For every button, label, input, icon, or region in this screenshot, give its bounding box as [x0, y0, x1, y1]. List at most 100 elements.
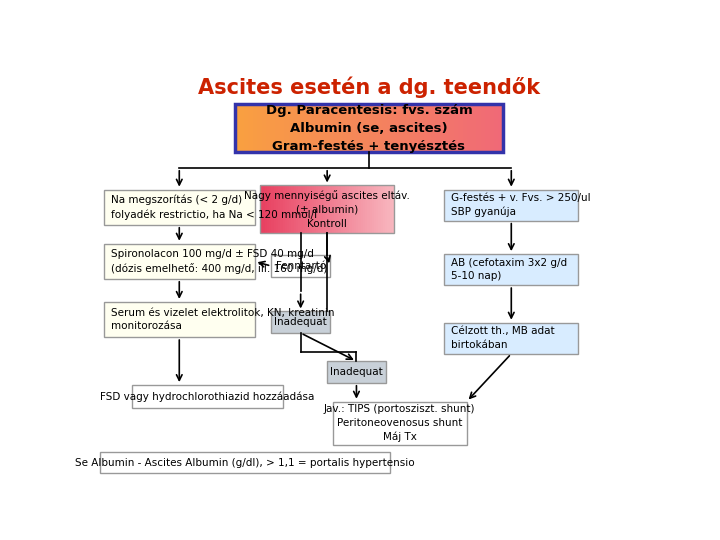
Bar — [100, 453, 390, 473]
Bar — [396, 104, 401, 152]
Bar — [258, 104, 262, 152]
Bar — [298, 185, 301, 233]
Bar — [349, 185, 352, 233]
Bar — [369, 104, 374, 152]
Text: Spironolacon 100 mg/d ± FSD 40 mg/d
(dózis emelhető: 400 mg/d, ill. 160 mg/d): Spironolacon 100 mg/d ± FSD 40 mg/d (dóz… — [111, 249, 327, 274]
Bar — [476, 104, 481, 152]
Bar — [253, 104, 258, 152]
Text: Fenntartó: Fenntartó — [276, 261, 325, 271]
Text: Nagy mennyiségű ascites eltáv.
(± albumin)
Kontroll: Nagy mennyiségű ascites eltáv. (± albumi… — [244, 190, 410, 229]
Bar — [294, 185, 297, 233]
Bar — [494, 104, 499, 152]
Bar — [282, 185, 285, 233]
Bar — [327, 185, 330, 233]
Bar — [387, 104, 392, 152]
Text: Célzott th., MB adat
birtokában: Célzott th., MB adat birtokában — [451, 326, 554, 350]
Bar — [302, 104, 307, 152]
Bar — [381, 185, 384, 233]
Bar — [400, 104, 405, 152]
Bar — [472, 104, 477, 152]
Text: Ascites esetén a dg. teendők: Ascites esetén a dg. teendők — [198, 77, 540, 98]
Bar — [311, 104, 316, 152]
Bar — [444, 254, 578, 285]
Bar — [361, 185, 364, 233]
Bar — [449, 104, 454, 152]
Bar — [347, 104, 351, 152]
Bar — [481, 104, 485, 152]
Text: Inadequat: Inadequat — [274, 317, 327, 327]
Bar — [367, 185, 370, 233]
Bar — [333, 104, 338, 152]
Bar — [369, 185, 372, 233]
Bar — [297, 104, 302, 152]
Bar — [266, 104, 271, 152]
Bar — [302, 185, 305, 233]
Bar — [372, 185, 374, 233]
Bar — [284, 185, 287, 233]
Bar — [356, 104, 361, 152]
Bar — [459, 104, 463, 152]
Bar — [262, 185, 265, 233]
Bar — [364, 104, 369, 152]
Bar — [374, 185, 377, 233]
Bar — [271, 312, 330, 333]
Bar — [378, 104, 383, 152]
Bar — [315, 104, 320, 152]
Bar — [271, 255, 330, 277]
Bar — [296, 185, 299, 233]
Bar — [409, 104, 414, 152]
Bar — [316, 185, 319, 233]
Bar — [385, 185, 388, 233]
Bar — [307, 104, 312, 152]
Bar — [260, 185, 394, 233]
Bar — [314, 185, 317, 233]
Bar — [405, 104, 410, 152]
Bar — [363, 185, 366, 233]
Bar — [441, 104, 446, 152]
Bar — [392, 104, 396, 152]
Bar — [269, 185, 272, 233]
Bar — [360, 104, 365, 152]
Bar — [104, 244, 255, 279]
Bar — [260, 185, 263, 233]
Bar — [498, 104, 503, 152]
Bar — [345, 185, 348, 233]
Bar — [332, 185, 334, 233]
Text: Jav.: TIPS (portosziszt. shunt)
Peritoneovenosus shunt
Máj Tx: Jav.: TIPS (portosziszt. shunt) Peritone… — [324, 404, 475, 442]
Bar — [359, 185, 361, 233]
Bar — [463, 104, 468, 152]
Bar — [240, 104, 245, 152]
Bar — [377, 185, 379, 233]
Text: Na megszorítás (< 2 g/d)
folyadék restrictio, ha Na < 120 mmol/l: Na megszorítás (< 2 g/d) folyadék restri… — [111, 195, 317, 220]
Bar — [423, 104, 428, 152]
Bar — [334, 185, 337, 233]
Bar — [289, 104, 294, 152]
Bar — [323, 185, 325, 233]
Bar — [336, 185, 339, 233]
Bar — [444, 190, 578, 221]
Bar — [274, 185, 276, 233]
Bar — [341, 185, 343, 233]
Text: Dg. Paracentesis: fvs. szám
Albumin (se, ascites)
Gram-festés + tenyésztés: Dg. Paracentesis: fvs. szám Albumin (se,… — [266, 104, 472, 153]
Bar — [390, 185, 392, 233]
Bar — [104, 190, 255, 225]
Text: AB (cefotaxim 3x2 g/d
5-10 nap): AB (cefotaxim 3x2 g/d 5-10 nap) — [451, 258, 567, 281]
Bar — [320, 104, 325, 152]
Text: G-festés + v. Fvs. > 250/ul
SBP gyanúja: G-festés + v. Fvs. > 250/ul SBP gyanúja — [451, 193, 590, 217]
Bar — [354, 185, 356, 233]
Bar — [467, 104, 472, 152]
Bar — [325, 185, 328, 233]
Bar — [387, 185, 390, 233]
Bar — [293, 104, 298, 152]
Bar — [431, 104, 436, 152]
Bar — [342, 104, 347, 152]
Bar — [235, 104, 240, 152]
Bar — [244, 104, 249, 152]
Bar — [351, 185, 354, 233]
Bar — [418, 104, 423, 152]
Bar — [343, 185, 346, 233]
Bar — [382, 104, 387, 152]
Bar — [280, 185, 283, 233]
Text: Serum és vizelet elektrolitok, KN, kreatinin
monitorozása: Serum és vizelet elektrolitok, KN, kreat… — [111, 308, 334, 331]
Bar — [262, 104, 267, 152]
